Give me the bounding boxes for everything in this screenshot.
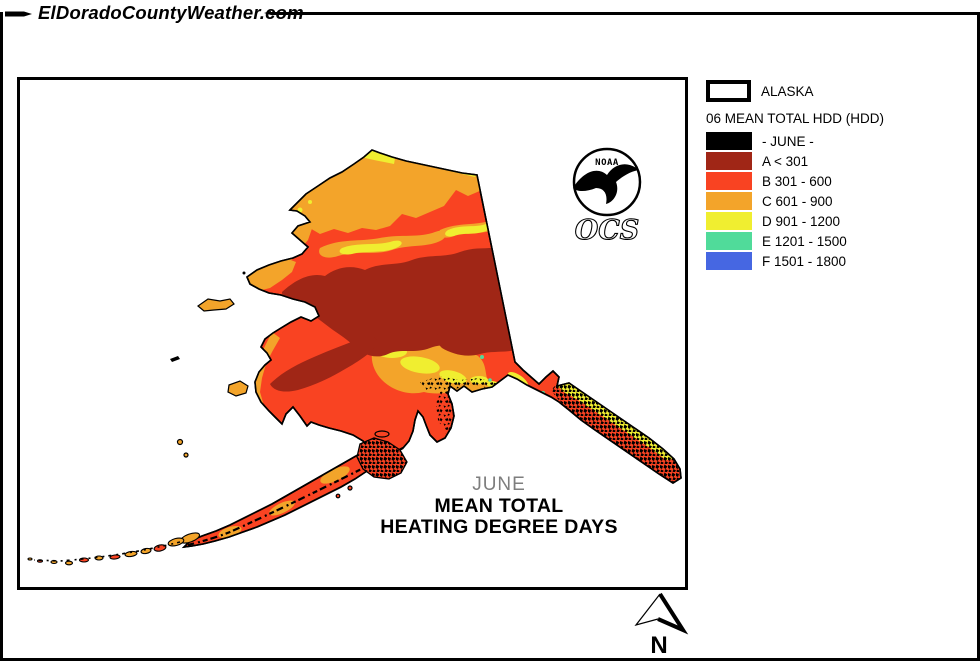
- map-title-month: JUNE: [472, 474, 526, 495]
- legend-label: - JUNE -: [762, 133, 814, 149]
- legend-label: C 601 - 900: [762, 193, 833, 209]
- kodiak-island: [356, 430, 408, 480]
- map-panel: NOAA OCS JUNE MEAN TOTAL HEATING DEGREE …: [17, 77, 688, 590]
- legend-label: E 1201 - 1500: [762, 233, 847, 249]
- legend-row: E 1201 - 1500: [706, 231, 974, 251]
- ocs-label: OCS: [575, 215, 640, 246]
- legend-swatch: [706, 192, 752, 210]
- noaa-logo: NOAA OCS: [572, 147, 642, 246]
- legend-label: F 1501 - 1800: [762, 253, 847, 269]
- header-rule-right: [264, 11, 980, 15]
- alaska-extent-box: [706, 80, 751, 102]
- noaa-bird-icon: [573, 164, 639, 204]
- legend-swatch: [706, 172, 752, 190]
- site-title: ElDoradoCountyWeather.com: [38, 2, 304, 23]
- legend-region-label: ALASKA: [761, 83, 814, 99]
- north-label: N: [650, 632, 667, 659]
- legend-row: B 301 - 600: [706, 171, 974, 191]
- north-arrow-icon: [634, 593, 661, 627]
- nunivak-island: [227, 380, 249, 397]
- aleutian-islands: [27, 532, 201, 566]
- legend-entries: - JUNE - A < 301 B 301 - 600 C 601 - 900…: [706, 131, 974, 271]
- north-arrow: N: [634, 592, 689, 659]
- panhandle-texture: [551, 381, 681, 486]
- legend-swatch: [706, 212, 752, 230]
- legend-row: A < 301: [706, 151, 974, 171]
- legend-row: C 601 - 900: [706, 191, 974, 211]
- legend-row: D 901 - 1200: [706, 211, 974, 231]
- legend-label: D 901 - 1200: [762, 213, 841, 229]
- legend-row: F 1501 - 1800: [706, 251, 974, 271]
- interior-low-hdd-region: [282, 240, 520, 357]
- legend-swatch: [706, 232, 752, 250]
- bering-sea-islands: [170, 271, 353, 499]
- legend-title: 06 MEAN TOTAL HDD (HDD): [706, 111, 885, 126]
- legend-label: B 301 - 600: [762, 173, 832, 189]
- frame-border-bottom: [0, 658, 980, 661]
- legend-swatch: [706, 252, 752, 270]
- frame-border-right: [977, 12, 980, 661]
- legend-panel: ALASKA 06 MEAN TOTAL HDD (HDD) - JUNE - …: [706, 79, 974, 271]
- legend-swatch: [706, 132, 752, 150]
- map-title-line3: HEATING DEGREE DAYS: [380, 516, 618, 539]
- map-title: JUNE MEAN TOTAL HEATING DEGREE DAYS: [319, 474, 679, 539]
- alaska-hdd-map: [27, 149, 682, 566]
- legend-swatch: [706, 152, 752, 170]
- seward-peninsula-band: [246, 259, 296, 291]
- noaa-label: NOAA: [595, 158, 619, 168]
- legend-row: - JUNE -: [706, 131, 974, 151]
- st-lawrence-island: [197, 298, 235, 312]
- map-title-line2: MEAN TOTAL: [434, 494, 564, 517]
- barrow-tip: [356, 150, 398, 164]
- header-rule-left: [5, 11, 32, 17]
- legend-label: A < 301: [762, 153, 809, 169]
- alaska-extent-row: ALASKA: [706, 79, 974, 103]
- frame-border-left: [0, 12, 3, 661]
